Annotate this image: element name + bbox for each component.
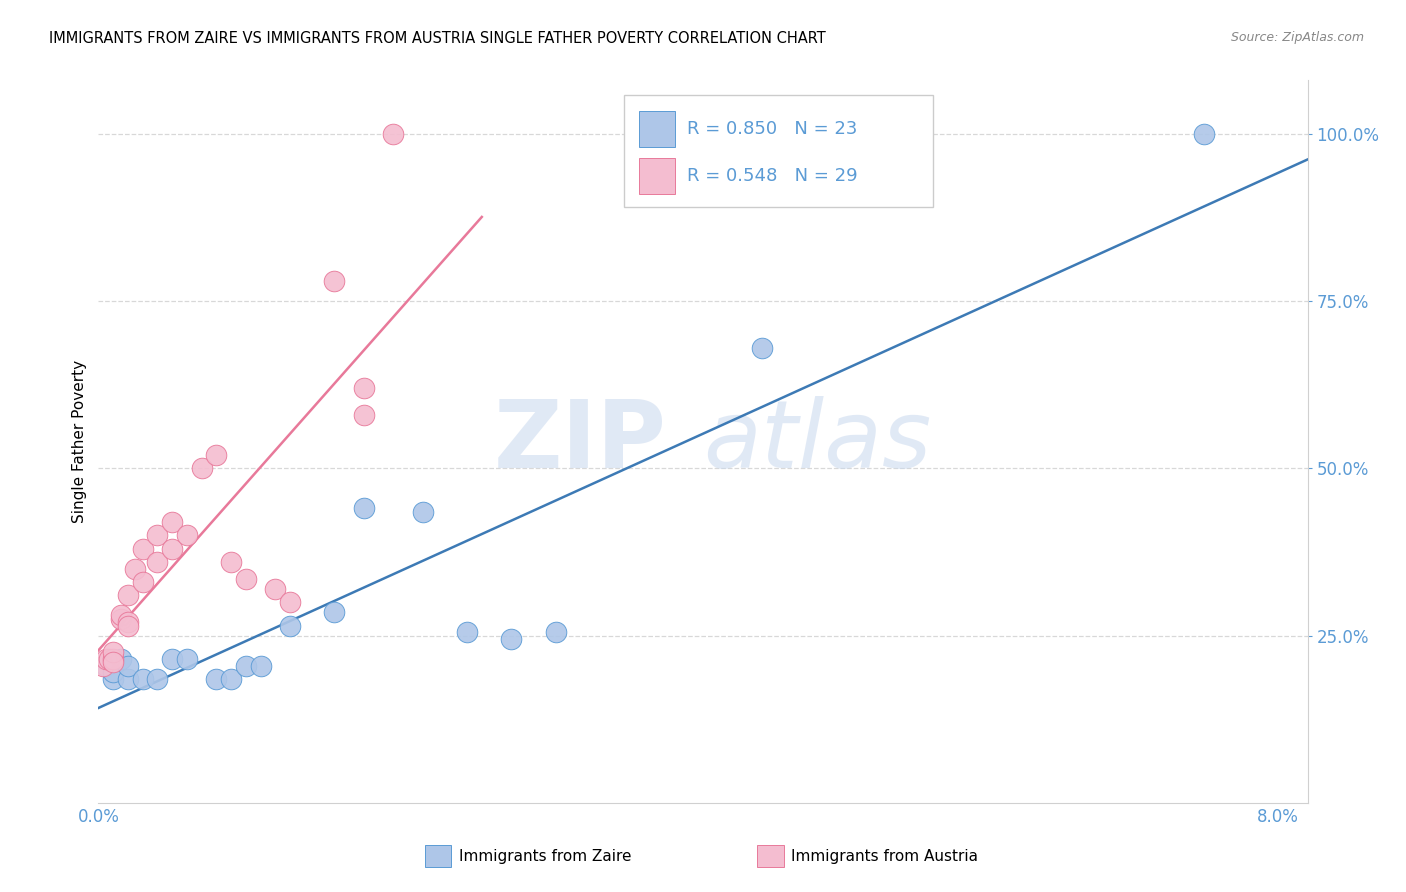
Point xyxy=(219,555,242,569)
FancyBboxPatch shape xyxy=(758,846,785,867)
Point xyxy=(91,658,114,673)
FancyBboxPatch shape xyxy=(638,111,675,147)
Point xyxy=(110,608,132,623)
Text: Source: ZipAtlas.com: Source: ZipAtlas.com xyxy=(1230,31,1364,45)
Point xyxy=(278,595,301,609)
Point xyxy=(205,448,228,462)
Point xyxy=(101,652,124,666)
Point xyxy=(124,562,146,576)
FancyBboxPatch shape xyxy=(624,95,932,207)
Point xyxy=(219,672,242,686)
Point xyxy=(117,615,139,630)
Point xyxy=(94,658,117,673)
Point xyxy=(235,658,257,673)
Text: R = 0.548   N = 29: R = 0.548 N = 29 xyxy=(688,167,858,185)
Point xyxy=(249,658,271,673)
Point xyxy=(160,515,183,529)
Text: atlas: atlas xyxy=(703,396,931,487)
Point xyxy=(456,625,478,640)
Point xyxy=(205,672,228,686)
Point xyxy=(190,461,212,475)
Point xyxy=(117,658,139,673)
Point xyxy=(146,555,169,569)
Text: Immigrants from Zaire: Immigrants from Zaire xyxy=(458,849,631,863)
Point xyxy=(278,618,301,632)
Text: R = 0.850   N = 23: R = 0.850 N = 23 xyxy=(688,120,858,137)
Point xyxy=(176,652,198,666)
Point xyxy=(501,632,523,646)
FancyBboxPatch shape xyxy=(638,158,675,194)
Point xyxy=(117,618,139,632)
Text: Immigrants from Austria: Immigrants from Austria xyxy=(792,849,979,863)
Point xyxy=(751,341,773,355)
Point xyxy=(412,505,434,519)
Point xyxy=(131,672,153,686)
Point xyxy=(101,665,124,680)
Point xyxy=(323,605,346,619)
Point xyxy=(110,612,132,626)
Point xyxy=(353,501,375,516)
Point xyxy=(353,381,375,395)
Point xyxy=(110,652,132,666)
Point xyxy=(101,672,124,686)
Point xyxy=(160,652,183,666)
Point xyxy=(382,127,405,141)
Point xyxy=(117,672,139,686)
Point xyxy=(353,408,375,422)
Point xyxy=(117,589,139,603)
Point xyxy=(264,582,287,596)
Point xyxy=(235,572,257,586)
Point xyxy=(146,672,169,686)
Point xyxy=(97,652,120,666)
Point xyxy=(544,625,567,640)
Point xyxy=(131,575,153,590)
Text: ZIP: ZIP xyxy=(494,395,666,488)
Point xyxy=(131,541,153,556)
Point xyxy=(1194,127,1216,141)
Point xyxy=(146,528,169,542)
Point xyxy=(94,652,117,666)
Point xyxy=(176,528,198,542)
Point xyxy=(101,655,124,669)
Text: IMMIGRANTS FROM ZAIRE VS IMMIGRANTS FROM AUSTRIA SINGLE FATHER POVERTY CORRELATI: IMMIGRANTS FROM ZAIRE VS IMMIGRANTS FROM… xyxy=(49,31,825,46)
Y-axis label: Single Father Poverty: Single Father Poverty xyxy=(72,360,87,523)
FancyBboxPatch shape xyxy=(425,846,451,867)
Point xyxy=(160,541,183,556)
Point xyxy=(323,274,346,288)
Point xyxy=(101,645,124,659)
